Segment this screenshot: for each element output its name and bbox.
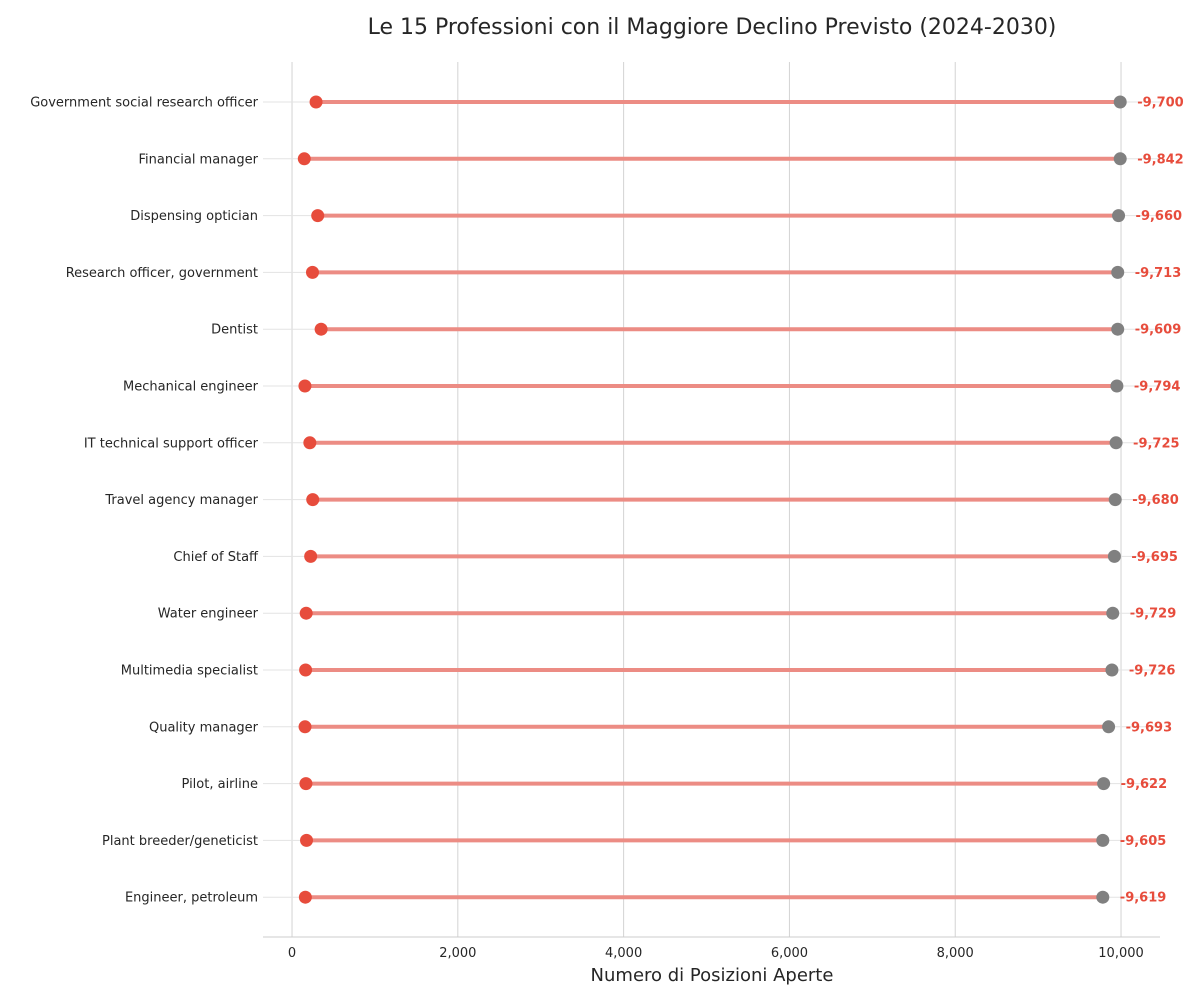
difference-label: -9,680 (1132, 493, 1179, 508)
start-value-marker (1110, 379, 1124, 393)
category-label: Quality manager (149, 720, 259, 735)
category-label: Pilot, airline (182, 777, 258, 792)
x-tick-label: 0 (288, 946, 296, 961)
difference-label: -9,693 (1126, 720, 1173, 735)
difference-label: -9,842 (1137, 152, 1184, 167)
end-value-marker (298, 379, 312, 393)
category-label: Travel agency manager (104, 493, 258, 508)
difference-label: -9,605 (1120, 834, 1167, 849)
end-value-marker (305, 265, 319, 279)
chart-title: Le 15 Professioni con il Maggiore Declin… (368, 15, 1057, 40)
difference-label: -9,729 (1130, 607, 1177, 622)
x-tick-label: 2,000 (439, 946, 476, 961)
category-label: Water engineer (158, 607, 259, 622)
axis-layer: 0 2,000 4,000 6,000 8,000 10,000 Government so… (30, 96, 1160, 961)
category-label: Multimedia specialist (121, 664, 258, 679)
category-label: Financial manager (139, 152, 259, 167)
start-value-marker (1113, 95, 1127, 109)
category-label: Dentist (211, 323, 258, 338)
start-value-marker (1106, 606, 1120, 620)
start-value-marker (1108, 493, 1122, 507)
difference-label: -9,695 (1131, 550, 1178, 565)
start-value-marker (1096, 890, 1110, 904)
difference-label: -9,713 (1135, 266, 1182, 281)
start-value-marker (1111, 322, 1125, 336)
category-label: IT technical support officer (84, 436, 259, 451)
difference-label: -9,726 (1129, 664, 1176, 679)
category-label: Mechanical engineer (123, 380, 259, 395)
end-value-marker (304, 549, 318, 563)
start-value-marker (1113, 152, 1127, 166)
start-value-marker (1105, 663, 1119, 677)
x-tick-label: 8,000 (937, 946, 974, 961)
x-tick-label: 6,000 (771, 946, 808, 961)
start-value-marker (1097, 777, 1111, 791)
end-value-marker (299, 777, 313, 791)
category-label: Government social research officer (30, 96, 258, 111)
x-axis-label: Numero di Posizioni Aperte (591, 965, 834, 986)
marks-layer: -9,700 -9,842 -9,660 -9,713 -9,609 -9,794 -9,7… (297, 95, 1184, 906)
start-value-marker (1096, 833, 1110, 847)
x-tick-label: 10,000 (1098, 946, 1144, 961)
end-value-marker (306, 493, 320, 507)
start-value-marker (1102, 720, 1116, 734)
difference-label: -9,622 (1121, 777, 1168, 792)
end-value-marker (298, 720, 312, 734)
category-label: Dispensing optician (130, 209, 258, 224)
start-value-marker (1111, 265, 1125, 279)
difference-label: -9,609 (1135, 323, 1182, 338)
end-value-marker (299, 606, 313, 620)
x-tick-label: 4,000 (605, 946, 642, 961)
category-label: Plant breeder/geneticist (102, 834, 258, 849)
start-value-marker (1109, 436, 1123, 450)
end-value-marker (309, 95, 323, 109)
category-label: Engineer, petroleum (125, 891, 258, 906)
difference-label: -9,619 (1120, 891, 1167, 906)
difference-label: -9,725 (1133, 436, 1180, 451)
end-value-marker (298, 890, 312, 904)
end-value-marker (299, 663, 313, 677)
end-value-marker (311, 209, 325, 223)
end-value-marker (300, 833, 314, 847)
category-label: Research officer, government (66, 266, 258, 281)
end-value-marker (303, 436, 317, 450)
end-value-marker (297, 152, 311, 166)
start-value-marker (1112, 209, 1126, 223)
end-value-marker (314, 322, 328, 336)
start-value-marker (1107, 549, 1121, 563)
difference-label: -9,660 (1136, 209, 1183, 224)
difference-label: -9,794 (1134, 380, 1181, 395)
difference-label: -9,700 (1137, 96, 1184, 111)
category-label: Chief of Staff (173, 550, 259, 565)
